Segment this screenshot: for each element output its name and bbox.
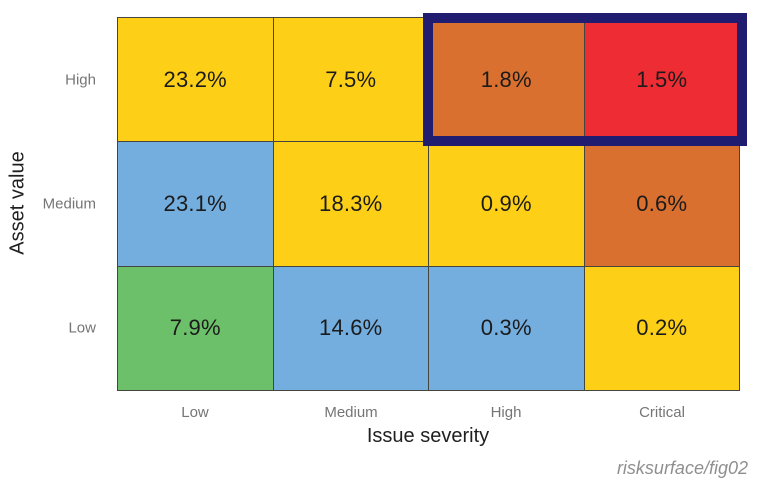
x-tick-low: Low [181,404,209,421]
heatmap-cell-high-critical: 1.5% [584,18,739,142]
heatmap-cell-medium-low: 23.1% [118,142,273,266]
x-tick-critical: Critical [639,404,685,421]
attribution-text: risksurface/fig02 [616,458,748,478]
heatmap-cell-medium-critical: 0.6% [584,142,739,266]
heatmap-cell-low-high: 0.3% [429,266,584,390]
heatmap-cell-low-medium: 14.6% [273,266,428,390]
y-tick-medium: Medium [42,195,96,213]
y-tick-high: High [65,71,96,89]
heatmap-grid: 23.2% 7.5% 1.8% 1.5% 23.1% 18.3% 0.9% 0.6% 7.9% 1… [117,17,740,391]
x-axis-label: Issue severity [366,425,490,447]
y-tick-low: Low [68,319,96,337]
heatmap-cell-high-high: 1.8% [429,18,584,142]
heatmap-cell-low-low: 7.9% [118,266,273,390]
heatmap-cell-high-low: 23.2% [118,18,273,142]
heatmap-cell-low-critical: 0.2% [584,266,739,390]
heatmap-cell-medium-high: 0.9% [429,142,584,266]
heatmap-cell-high-medium: 7.5% [273,18,428,142]
x-tick-medium: Medium [324,404,378,421]
heatmap-cell-medium-medium: 18.3% [273,142,428,266]
x-tick-high: High [490,404,522,421]
